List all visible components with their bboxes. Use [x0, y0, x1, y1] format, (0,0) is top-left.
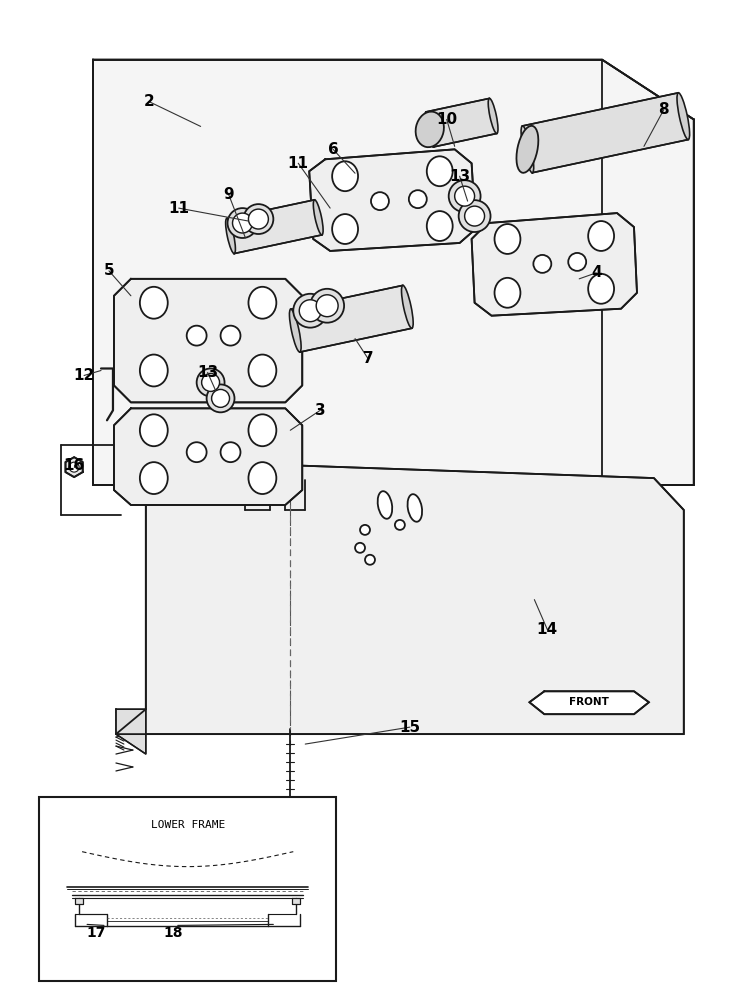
Ellipse shape [249, 209, 269, 229]
Ellipse shape [316, 295, 338, 317]
Ellipse shape [488, 98, 498, 133]
Polygon shape [116, 709, 146, 754]
Polygon shape [291, 285, 412, 352]
Ellipse shape [332, 214, 358, 244]
Ellipse shape [395, 520, 405, 530]
Text: 3: 3 [315, 403, 325, 418]
Text: 11: 11 [288, 156, 309, 171]
Ellipse shape [314, 200, 323, 235]
Polygon shape [426, 98, 497, 147]
Ellipse shape [221, 326, 241, 346]
Polygon shape [309, 149, 475, 251]
Polygon shape [529, 691, 649, 714]
Ellipse shape [187, 326, 207, 346]
Ellipse shape [249, 414, 276, 446]
Polygon shape [75, 898, 83, 904]
Ellipse shape [202, 373, 219, 391]
Polygon shape [116, 460, 684, 734]
Ellipse shape [534, 255, 551, 273]
Ellipse shape [455, 186, 475, 206]
Text: LOWER FRAME: LOWER FRAME [151, 820, 224, 830]
Ellipse shape [140, 355, 168, 386]
Ellipse shape [464, 206, 484, 226]
Bar [39, 797, 336, 981]
Polygon shape [292, 898, 300, 904]
Ellipse shape [227, 208, 258, 238]
Polygon shape [472, 213, 637, 316]
Ellipse shape [211, 389, 230, 407]
Ellipse shape [300, 300, 321, 322]
Ellipse shape [249, 287, 276, 319]
Ellipse shape [187, 442, 207, 462]
Ellipse shape [365, 555, 375, 565]
Ellipse shape [427, 156, 453, 186]
Text: 7: 7 [363, 351, 373, 366]
Ellipse shape [360, 525, 370, 535]
Text: 6: 6 [328, 142, 339, 157]
Ellipse shape [588, 274, 614, 304]
Polygon shape [523, 93, 688, 173]
Ellipse shape [310, 289, 344, 323]
Text: 14: 14 [537, 622, 558, 637]
Ellipse shape [207, 384, 235, 412]
Text: 18: 18 [163, 926, 183, 940]
Ellipse shape [427, 211, 453, 241]
Polygon shape [114, 279, 302, 402]
Polygon shape [227, 200, 322, 254]
Text: 13: 13 [197, 365, 218, 380]
Ellipse shape [197, 368, 224, 396]
Ellipse shape [378, 491, 392, 519]
Ellipse shape [495, 278, 520, 308]
Text: 5: 5 [104, 263, 114, 278]
Ellipse shape [140, 287, 168, 319]
Ellipse shape [495, 224, 520, 254]
Ellipse shape [402, 285, 413, 328]
Ellipse shape [140, 414, 168, 446]
Ellipse shape [140, 462, 168, 494]
Ellipse shape [449, 180, 481, 212]
Ellipse shape [355, 543, 365, 553]
Ellipse shape [332, 161, 358, 191]
Ellipse shape [293, 294, 328, 328]
Ellipse shape [517, 126, 538, 173]
Text: 10: 10 [436, 112, 457, 127]
Ellipse shape [226, 218, 236, 254]
Text: 12: 12 [74, 368, 95, 383]
Ellipse shape [221, 442, 241, 462]
Text: 11: 11 [169, 201, 189, 216]
Ellipse shape [677, 93, 690, 140]
Text: 13: 13 [449, 169, 470, 184]
Text: 16: 16 [63, 458, 85, 473]
Ellipse shape [588, 221, 614, 251]
Text: 2: 2 [144, 94, 155, 109]
Ellipse shape [408, 494, 422, 522]
Ellipse shape [371, 192, 389, 210]
Ellipse shape [289, 309, 301, 352]
Ellipse shape [244, 204, 273, 234]
Ellipse shape [233, 213, 252, 233]
Text: 15: 15 [399, 720, 420, 735]
Text: FRONT: FRONT [569, 697, 609, 707]
Polygon shape [281, 807, 300, 815]
Ellipse shape [408, 190, 427, 208]
Ellipse shape [416, 112, 444, 147]
Text: 4: 4 [591, 265, 601, 280]
Ellipse shape [425, 112, 435, 147]
Ellipse shape [249, 355, 276, 386]
Text: 9: 9 [223, 187, 234, 202]
Polygon shape [93, 60, 694, 485]
Ellipse shape [249, 462, 276, 494]
Ellipse shape [459, 200, 490, 232]
Ellipse shape [568, 253, 586, 271]
Text: 8: 8 [659, 102, 669, 117]
Text: 17: 17 [86, 926, 106, 940]
Polygon shape [66, 457, 82, 477]
Ellipse shape [69, 462, 79, 472]
Polygon shape [114, 408, 302, 505]
Ellipse shape [521, 126, 534, 173]
